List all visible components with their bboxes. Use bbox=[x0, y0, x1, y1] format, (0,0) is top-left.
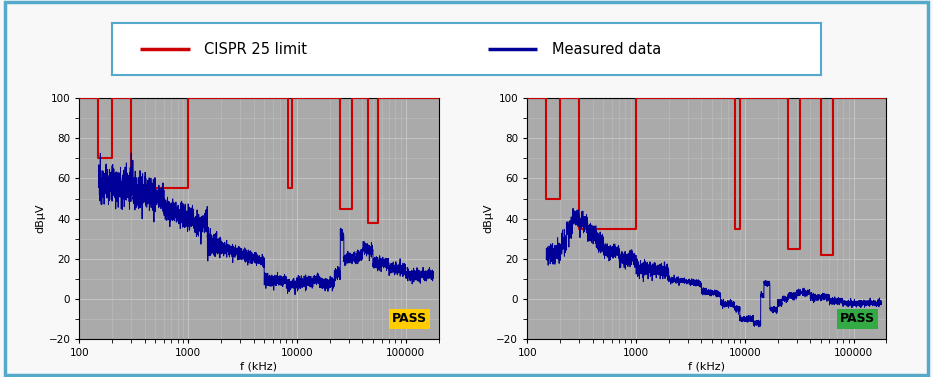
Y-axis label: dBμV: dBμV bbox=[483, 204, 494, 233]
X-axis label: f (kHz): f (kHz) bbox=[241, 361, 277, 371]
Y-axis label: dBμV: dBμV bbox=[35, 204, 46, 233]
X-axis label: f (kHz): f (kHz) bbox=[689, 361, 725, 371]
Text: CISPR 25 limit: CISPR 25 limit bbox=[204, 41, 307, 57]
Text: Measured data: Measured data bbox=[551, 41, 661, 57]
Text: PASS: PASS bbox=[840, 313, 875, 325]
Text: PASS: PASS bbox=[392, 313, 427, 325]
